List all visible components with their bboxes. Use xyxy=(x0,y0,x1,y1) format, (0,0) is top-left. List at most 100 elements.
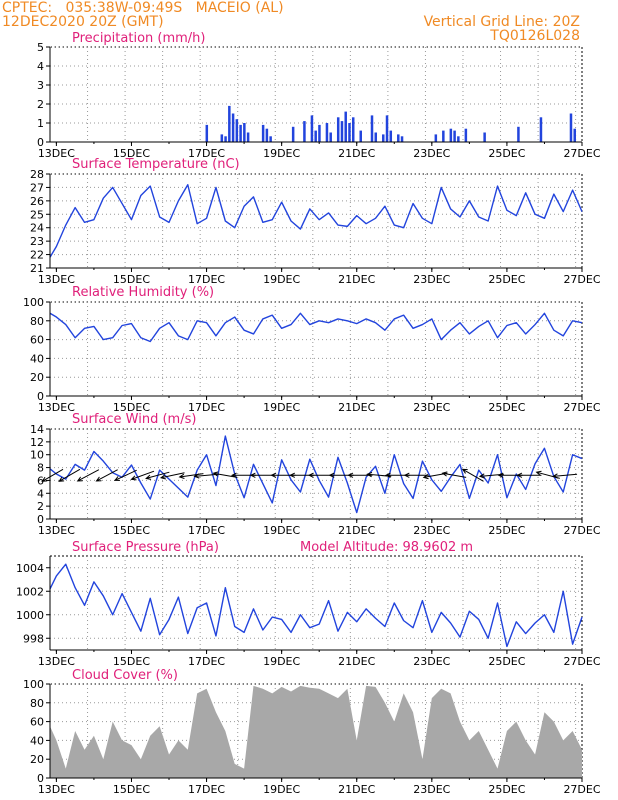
x-tick-label: 21DEC xyxy=(338,524,375,537)
precip-bar xyxy=(569,113,573,142)
x-tick-label: 27DEC xyxy=(563,783,600,796)
panel-5: Surface Pressure (hPa) Model Altitude: 98… xyxy=(16,540,601,668)
x-tick-label: 27DEC xyxy=(563,401,600,414)
y-tick-label: 3 xyxy=(37,79,44,92)
x-tick-label: 17DEC xyxy=(188,655,225,668)
precip-bar xyxy=(351,117,355,142)
y-tick-label: 28 xyxy=(30,168,44,181)
y-tick-label: 22 xyxy=(30,249,44,262)
y-tick-label: 4 xyxy=(37,60,44,73)
y-tick-label: 60 xyxy=(30,716,44,729)
precip-bar xyxy=(220,134,224,142)
precip-bar xyxy=(325,123,329,142)
y-tick-label: 80 xyxy=(30,697,44,710)
x-tick-label: 25DEC xyxy=(488,401,525,414)
wind-arrow xyxy=(552,473,578,479)
panel-title: Precipitation (mm/h) xyxy=(72,31,205,46)
precip-bar xyxy=(453,130,456,142)
precip-bar xyxy=(303,121,306,142)
wind-arrow xyxy=(58,468,81,482)
x-tick-label: 27DEC xyxy=(563,147,600,160)
precip-bar xyxy=(573,128,576,142)
y-tick-label: 10 xyxy=(30,449,44,462)
y-tick-label: 14 xyxy=(30,423,44,436)
precip-bar xyxy=(246,132,250,142)
x-tick-label: 25DEC xyxy=(488,524,525,537)
precip-bar xyxy=(382,134,385,142)
panel-title: Surface Wind (m/s) xyxy=(72,412,196,427)
x-tick-label: 13DEC xyxy=(38,783,75,796)
x-tick-label: 19DEC xyxy=(263,147,300,160)
panel-title: Surface Temperature (nC) xyxy=(72,157,240,172)
y-tick-label: 1004 xyxy=(16,562,44,575)
precip-bar xyxy=(457,136,460,142)
y-tick-label: 998 xyxy=(23,632,44,645)
x-tick-label: 23DEC xyxy=(413,401,450,414)
x-tick-label: 23DEC xyxy=(413,655,450,668)
x-tick-label: 23DEC xyxy=(413,273,450,286)
y-tick-label: 4 xyxy=(37,487,44,500)
x-tick-label: 13DEC xyxy=(38,655,75,668)
y-tick-label: 27 xyxy=(30,181,44,194)
y-tick-label: 1002 xyxy=(16,585,44,598)
precip-bar xyxy=(442,130,445,142)
wind-arrow xyxy=(145,471,170,480)
x-tick-label: 21DEC xyxy=(338,147,375,160)
precip-bar xyxy=(340,121,344,142)
precip-bar xyxy=(385,115,389,142)
series-line xyxy=(49,184,583,258)
y-tick-label: 12 xyxy=(30,436,44,449)
precip-bar xyxy=(400,136,404,142)
x-tick-label: 15DEC xyxy=(113,524,150,537)
x-tick-label: 17DEC xyxy=(188,147,225,160)
precip-bar xyxy=(449,128,453,142)
y-tick-label: 26 xyxy=(30,195,44,208)
y-tick-label: 25 xyxy=(30,208,44,221)
y-tick-label: 0 xyxy=(37,136,44,149)
wind-arrow xyxy=(461,468,484,482)
y-tick-label: 40 xyxy=(30,734,44,747)
precip-bar xyxy=(539,117,543,142)
precip-bar xyxy=(261,124,265,142)
precip-bar xyxy=(231,113,235,142)
y-tick-label: 24 xyxy=(30,222,44,235)
series-line xyxy=(49,435,583,514)
x-tick-label: 13DEC xyxy=(38,273,75,286)
x-tick-label: 17DEC xyxy=(188,783,225,796)
x-tick-label: 21DEC xyxy=(338,401,375,414)
x-tick-label: 23DEC xyxy=(413,147,450,160)
precip-bar xyxy=(291,126,295,142)
panel-1: Precipitation (mm/h) 0 1 2 3 4 5 13DEC 15DEC 17DE… xyxy=(37,31,601,160)
x-tick-label: 15DEC xyxy=(113,401,150,414)
y-tick-label: 21 xyxy=(30,262,44,275)
wind-arrow xyxy=(441,471,467,478)
panel-title: Cloud Cover (%) xyxy=(72,668,178,683)
y-tick-label: 100 xyxy=(23,678,44,691)
x-tick-label: 27DEC xyxy=(563,524,600,537)
station-title: CPTEC: 035:38W-09:49S MACEIO (AL) xyxy=(2,0,284,16)
precip-bar xyxy=(397,134,400,142)
x-tick-label: 15DEC xyxy=(113,147,150,160)
precip-bar xyxy=(483,132,486,142)
x-tick-label: 19DEC xyxy=(263,273,300,286)
y-tick-label: 6 xyxy=(37,474,44,487)
y-tick-label: 0 xyxy=(37,772,44,785)
y-tick-label: 5 xyxy=(37,41,44,54)
model-id-label: TQ0126L028 xyxy=(490,28,580,44)
x-tick-label: 17DEC xyxy=(188,401,225,414)
wind-arrow xyxy=(41,468,64,482)
x-tick-label: 27DEC xyxy=(563,273,600,286)
precip-bar xyxy=(265,128,269,142)
x-tick-label: 17DEC xyxy=(188,524,225,537)
x-tick-label: 15DEC xyxy=(113,655,150,668)
precip-bar xyxy=(228,105,231,142)
y-tick-label: 1000 xyxy=(16,609,44,622)
x-tick-label: 25DEC xyxy=(488,147,525,160)
panel-2: Surface Temperature (nC) 2122232425262728… xyxy=(30,157,601,286)
x-tick-label: 19DEC xyxy=(263,655,300,668)
x-tick-label: 13DEC xyxy=(38,524,75,537)
x-tick-label: 23DEC xyxy=(413,783,450,796)
wind-arrow xyxy=(403,472,429,478)
panel-title: Relative Humidity (%) xyxy=(72,285,214,300)
panel-3: Relative Humidity (%) 0 20 40 60 80 100 13DEC 15… xyxy=(23,285,601,414)
